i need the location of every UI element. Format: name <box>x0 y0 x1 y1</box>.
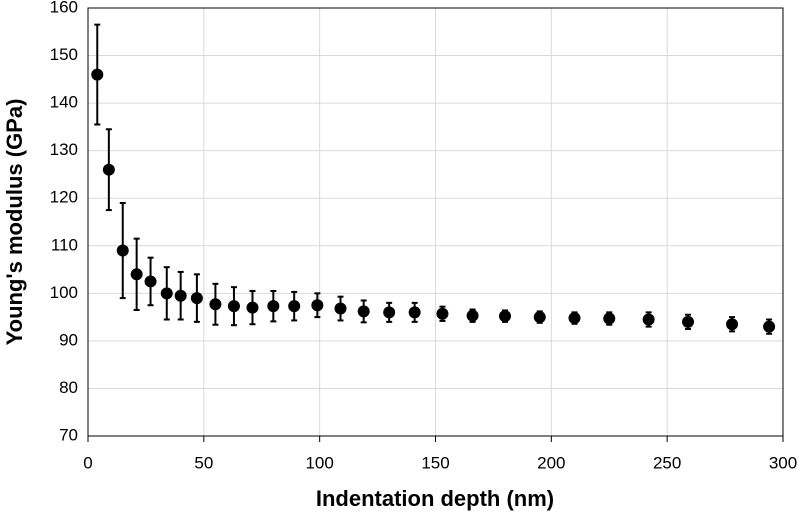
y-tick-label: 80 <box>59 378 78 397</box>
point <box>91 68 104 81</box>
point <box>334 302 347 315</box>
point <box>102 163 115 176</box>
point <box>144 275 157 288</box>
x-tick-label: 250 <box>653 453 681 472</box>
point <box>174 289 187 302</box>
y-tick-label: 100 <box>50 283 78 302</box>
point <box>130 268 143 281</box>
y-tick-label: 70 <box>59 425 78 444</box>
y-tick-label: 110 <box>51 235 78 254</box>
y-tick-label: 150 <box>50 45 78 64</box>
point <box>311 299 324 312</box>
point <box>267 300 280 313</box>
y-tick-label: 130 <box>50 140 78 159</box>
x-tick-label: 50 <box>194 453 213 472</box>
point <box>466 309 479 322</box>
x-tick-label: 200 <box>537 453 565 472</box>
x-tick-label: 300 <box>769 453 797 472</box>
point <box>288 300 301 313</box>
x-tick-label: 100 <box>305 453 333 472</box>
y-tick-label: 160 <box>50 0 78 16</box>
point <box>116 244 129 257</box>
point <box>190 292 203 305</box>
point <box>726 318 739 331</box>
point <box>357 305 370 318</box>
y-axis-title: Young's modulus (GPa) <box>2 99 27 346</box>
x-axis-title: Indentation depth (nm) <box>316 486 554 511</box>
point <box>160 287 173 300</box>
point <box>227 300 240 313</box>
point <box>568 312 581 325</box>
plot-frame <box>87 7 784 437</box>
point <box>603 312 616 325</box>
point <box>436 307 449 320</box>
point <box>533 311 546 324</box>
point <box>383 306 396 319</box>
point <box>499 310 511 323</box>
point <box>209 298 222 311</box>
y-tick-label: 140 <box>50 93 78 112</box>
x-tick-label: 150 <box>421 453 449 472</box>
point <box>682 315 695 328</box>
point <box>408 306 421 319</box>
y-tick-label: 90 <box>59 330 78 349</box>
point <box>763 320 776 333</box>
x-tick-label: 0 <box>83 453 92 472</box>
point <box>642 313 655 326</box>
point <box>246 301 259 314</box>
y-tick-label: 120 <box>50 188 78 207</box>
